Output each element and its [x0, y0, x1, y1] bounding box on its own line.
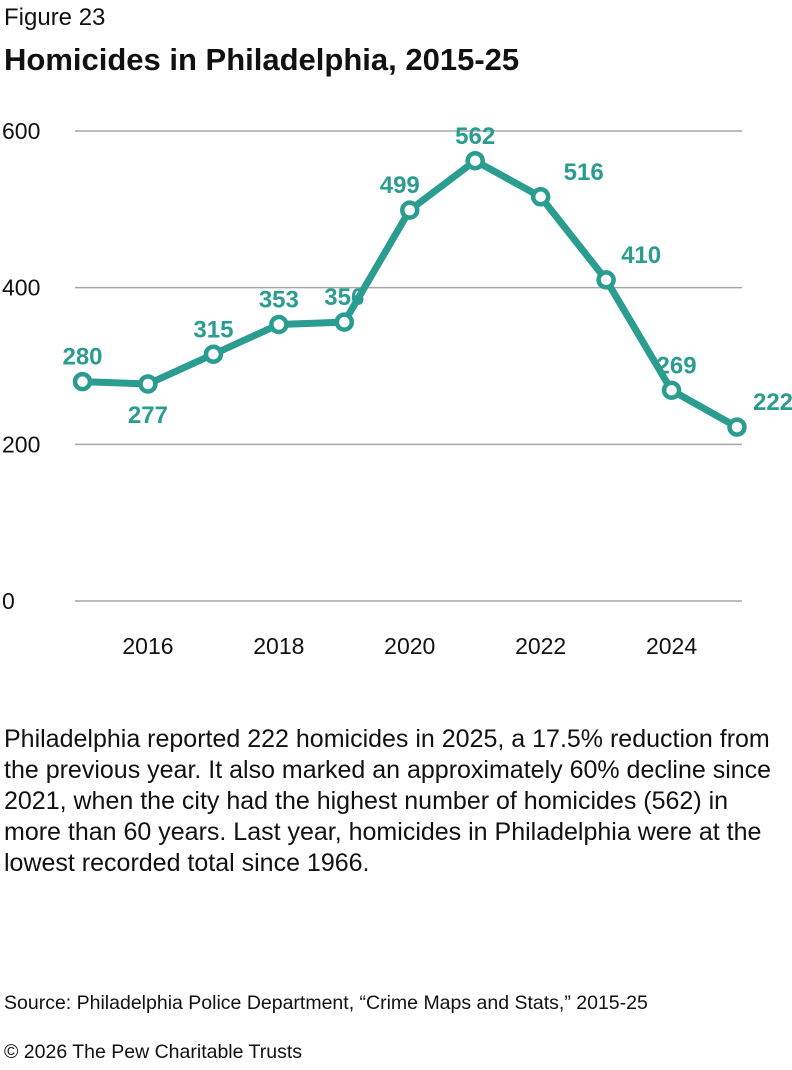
x-tick-label: 2022 — [515, 633, 566, 659]
y-tick-label: 200 — [2, 431, 40, 457]
data-point — [138, 374, 158, 394]
line-chart: 0 200 400 600 2016 2018 2020 2022 2024 280 277 315 3… — [2, 118, 792, 659]
data-label: 315 — [193, 316, 233, 343]
description: Philadelphia reported 222 homicides in 2… — [4, 725, 772, 877]
data-label: 356 — [324, 284, 364, 311]
y-tick-label: 0 — [2, 588, 15, 614]
data-point — [530, 187, 551, 207]
data-label: 516 — [564, 159, 604, 186]
data-label: 269 — [657, 352, 697, 379]
copyright: © 2026 The Pew Charitable Trusts — [4, 1041, 302, 1063]
data-label: 499 — [380, 172, 420, 199]
data-label: 353 — [259, 286, 299, 313]
data-point — [400, 200, 420, 220]
data-point — [72, 371, 93, 392]
data-label: 222 — [753, 389, 792, 416]
x-tick-label: 2016 — [122, 633, 173, 659]
data-point — [465, 151, 485, 171]
data-label: 280 — [62, 344, 102, 371]
source-note: Source: Philadelphia Police Department, … — [4, 992, 648, 1014]
x-tick-label: 2020 — [384, 633, 435, 659]
data-point — [596, 270, 616, 290]
data-point — [334, 312, 355, 332]
x-tick-label: 2018 — [253, 633, 304, 659]
data-label: 277 — [128, 402, 168, 429]
data-point — [727, 417, 747, 437]
y-tick-label: 400 — [2, 275, 40, 301]
data-point — [203, 344, 224, 364]
figure-label: Figure 23 — [4, 4, 106, 31]
data-point — [269, 314, 289, 335]
data-point — [661, 380, 682, 401]
chart-title: Homicides in Philadelphia, 2015-25 — [4, 42, 520, 77]
data-label: 410 — [621, 242, 661, 269]
x-tick-label: 2024 — [646, 633, 697, 659]
y-tick-label: 600 — [2, 118, 40, 144]
data-label: 562 — [455, 123, 495, 150]
